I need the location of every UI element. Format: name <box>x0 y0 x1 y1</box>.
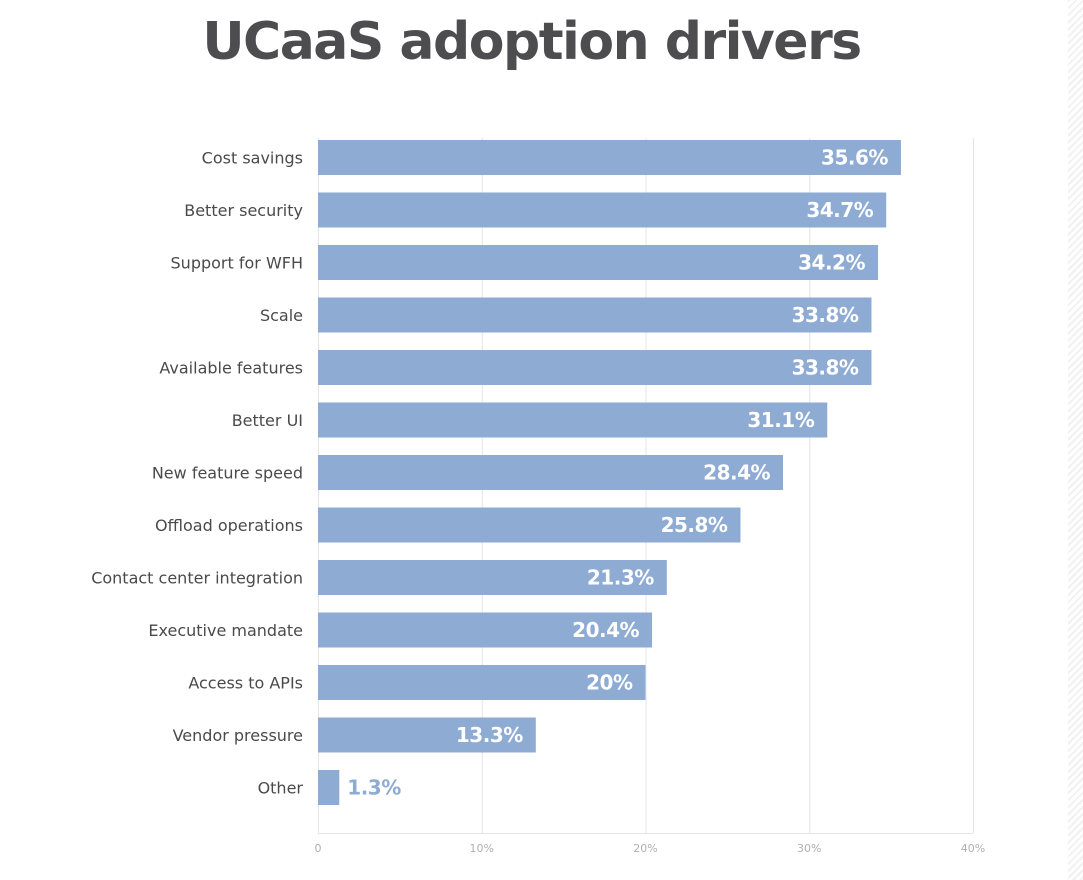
category-label: Cost savings <box>202 149 303 168</box>
category-label: Vendor pressure <box>173 726 303 745</box>
x-tick-label: 10% <box>470 842 494 855</box>
bar <box>318 717 536 753</box>
value-label: 21.3% <box>587 566 654 590</box>
value-label: 35.6% <box>821 146 888 170</box>
x-tick-label: 20% <box>633 842 657 855</box>
bar <box>318 245 879 280</box>
value-label: 34.2% <box>798 251 865 275</box>
bar <box>318 140 901 175</box>
value-label: 13.3% <box>456 723 523 747</box>
bar <box>318 770 340 805</box>
bar <box>318 560 667 595</box>
value-label: 20.4% <box>572 618 639 642</box>
bar <box>318 612 653 648</box>
category-label: New feature speed <box>152 464 303 483</box>
value-label: 28.4% <box>703 461 770 485</box>
value-label: 33.8% <box>792 303 859 327</box>
value-label: 20% <box>586 671 633 695</box>
category-label: Offload operations <box>155 516 303 535</box>
bar <box>318 297 872 333</box>
x-tick-label: 40% <box>961 842 985 855</box>
category-label: Access to APIs <box>188 674 303 693</box>
category-label: Scale <box>260 306 303 325</box>
category-label: Better UI <box>232 411 303 430</box>
category-label: Available features <box>159 359 303 378</box>
category-label: Better security <box>184 201 303 220</box>
category-label: Contact center integration <box>91 569 303 588</box>
value-label: 31.1% <box>747 408 814 432</box>
bar <box>318 402 828 438</box>
value-label: 33.8% <box>792 356 859 380</box>
value-label: 34.7% <box>806 198 873 222</box>
category-label: Support for WFH <box>171 254 303 273</box>
bar <box>318 455 784 490</box>
bar <box>318 665 646 700</box>
chart-title: UCaaS adoption drivers <box>202 12 862 72</box>
bar <box>318 192 887 228</box>
x-tick-label: 30% <box>797 842 821 855</box>
bar <box>318 350 872 385</box>
bar <box>318 507 741 543</box>
category-label: Executive mandate <box>148 621 303 640</box>
value-label: 25.8% <box>661 513 728 537</box>
value-label: 1.3% <box>347 776 401 800</box>
page-edge-pattern <box>1068 0 1083 880</box>
x-tick-label: 0 <box>315 842 322 855</box>
category-label: Other <box>258 779 304 798</box>
